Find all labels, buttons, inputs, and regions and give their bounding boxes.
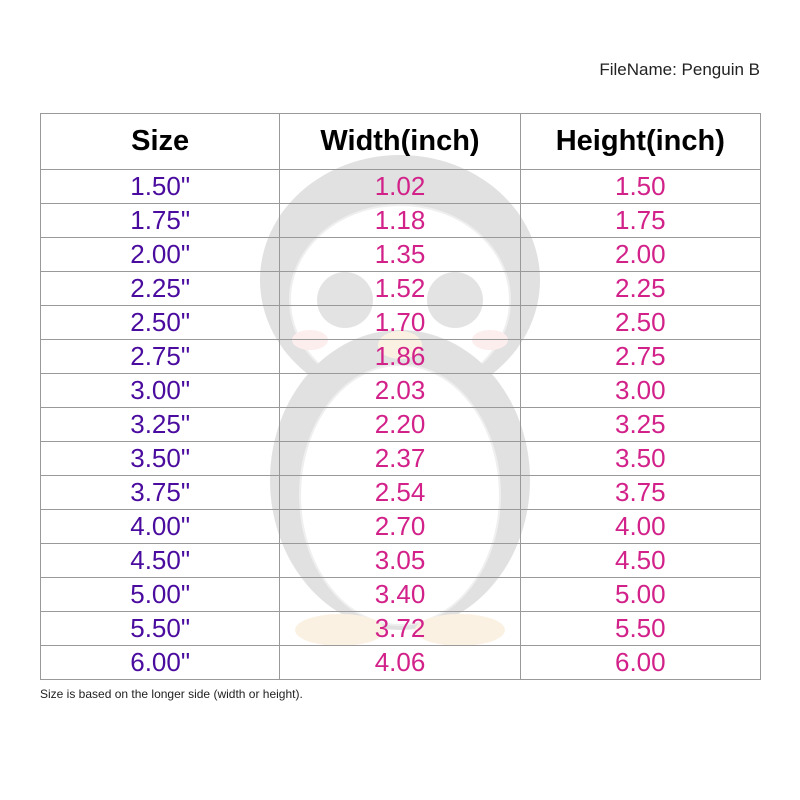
table-row: 4.00" 2.70 4.00 (39, 509, 762, 544)
cell-height: 5.00 (519, 577, 762, 612)
cell-size: 2.00" (39, 237, 281, 272)
table-row: 3.00" 2.03 3.00 (39, 373, 762, 408)
table-row: 3.25" 2.20 3.25 (39, 407, 762, 442)
table-row: 1.75" 1.18 1.75 (39, 203, 762, 238)
cell-width: 2.54 (279, 475, 521, 510)
cell-size: 3.50" (39, 441, 281, 476)
cell-width: 2.70 (279, 509, 521, 544)
cell-width: 1.52 (279, 271, 521, 306)
footnote: Size is based on the longer side (width … (40, 687, 303, 701)
cell-size: 2.75" (39, 339, 281, 374)
cell-width: 1.70 (279, 305, 521, 340)
cell-width: 3.72 (279, 611, 521, 646)
cell-width: 1.35 (279, 237, 521, 272)
cell-width: 3.40 (279, 577, 521, 612)
table-row: 4.50" 3.05 4.50 (39, 543, 762, 578)
cell-height: 6.00 (519, 645, 762, 680)
cell-width: 1.18 (279, 203, 521, 238)
cell-height: 2.25 (519, 271, 762, 306)
cell-height: 5.50 (519, 611, 762, 646)
cell-height: 4.00 (519, 509, 762, 544)
table-row: 2.25" 1.52 2.25 (39, 271, 762, 306)
cell-height: 3.00 (519, 373, 762, 408)
header-height: Height(inch) (519, 113, 762, 170)
table-row: 3.75" 2.54 3.75 (39, 475, 762, 510)
cell-size: 1.75" (39, 203, 281, 238)
cell-height: 3.50 (519, 441, 762, 476)
cell-width: 2.20 (279, 407, 521, 442)
cell-size: 4.50" (39, 543, 281, 578)
filename-label: FileName: Penguin B (599, 60, 760, 79)
table-row: 2.50" 1.70 2.50 (39, 305, 762, 340)
cell-height: 3.75 (519, 475, 762, 510)
size-chart-table: Size Width(inch) Height(inch) 1.50" 1.02 1… (39, 113, 762, 680)
table-row: 1.50" 1.02 1.50 (39, 169, 762, 204)
table-row: 6.00" 4.06 6.00 (39, 645, 762, 680)
cell-height: 1.50 (519, 169, 762, 204)
cell-height: 4.50 (519, 543, 762, 578)
table-row: 2.75" 1.86 2.75 (39, 339, 762, 374)
cell-size: 3.25" (39, 407, 281, 442)
table-row: 3.50" 2.37 3.50 (39, 441, 762, 476)
table-header-row: Size Width(inch) Height(inch) (39, 113, 762, 170)
cell-height: 2.75 (519, 339, 762, 374)
table-row: 2.00" 1.35 2.00 (39, 237, 762, 272)
cell-height: 2.00 (519, 237, 762, 272)
cell-height: 2.50 (519, 305, 762, 340)
cell-height: 1.75 (519, 203, 762, 238)
table-row: 5.00" 3.40 5.00 (39, 577, 762, 612)
cell-width: 1.86 (279, 339, 521, 374)
cell-size: 6.00" (39, 645, 281, 680)
cell-width: 3.05 (279, 543, 521, 578)
cell-size: 4.00" (39, 509, 281, 544)
cell-size: 3.75" (39, 475, 281, 510)
cell-width: 2.03 (279, 373, 521, 408)
header-size: Size (39, 113, 281, 170)
cell-width: 1.02 (279, 169, 521, 204)
cell-width: 2.37 (279, 441, 521, 476)
cell-size: 1.50" (39, 169, 281, 204)
cell-width: 4.06 (279, 645, 521, 680)
cell-size: 3.00" (39, 373, 281, 408)
cell-size: 5.50" (39, 611, 281, 646)
cell-size: 2.50" (39, 305, 281, 340)
table-row: 5.50" 3.72 5.50 (39, 611, 762, 646)
cell-size: 5.00" (39, 577, 281, 612)
cell-height: 3.25 (519, 407, 762, 442)
cell-size: 2.25" (39, 271, 281, 306)
header-width: Width(inch) (279, 113, 521, 170)
